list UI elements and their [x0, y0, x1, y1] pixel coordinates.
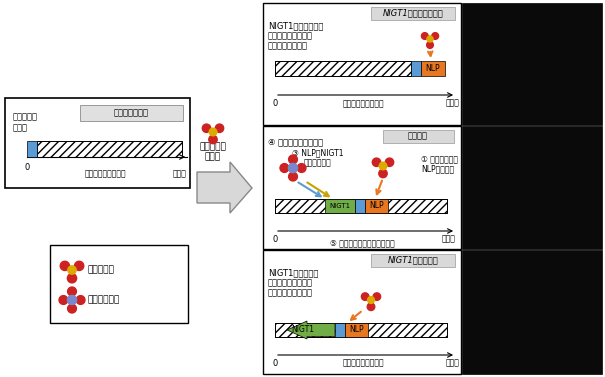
Text: り窒酸輸送体の発現: り窒酸輸送体の発現 [268, 31, 313, 40]
Circle shape [68, 287, 76, 296]
Bar [275, 199, 447, 213]
Bar [275, 323, 447, 337]
Text: NIGT1ノックアウト体: NIGT1ノックアウト体 [382, 9, 443, 17]
Text: ③ NLPがNIGT1
の発現を誘導: ③ NLPがNIGT1 の発現を誘導 [292, 148, 344, 168]
Bar [275, 61, 411, 76]
Bar [462, 126, 602, 249]
Circle shape [59, 296, 68, 304]
Text: 窒酸輸送体の発現量: 窒酸輸送体の発現量 [84, 170, 126, 178]
Text: NIGT1の効果が強: NIGT1の効果が強 [268, 268, 318, 277]
Circle shape [209, 128, 217, 136]
Bar [371, 7, 455, 20]
Text: 0: 0 [272, 234, 278, 244]
Bar [275, 199, 447, 213]
Bar [5, 98, 190, 188]
Circle shape [68, 304, 76, 313]
Text: 0: 0 [24, 164, 30, 173]
Circle shape [367, 303, 374, 311]
Circle shape [74, 261, 83, 270]
Circle shape [432, 33, 439, 39]
Bar [462, 250, 602, 374]
Text: 0: 0 [272, 359, 278, 368]
Bar [383, 130, 454, 143]
Bar [37, 141, 182, 157]
Text: まり窒酸輸送体の発: まり窒酸輸送体の発 [268, 278, 313, 287]
Text: 0: 0 [272, 98, 278, 107]
Circle shape [280, 164, 289, 172]
Text: 最大値: 最大値 [173, 170, 187, 178]
Bar [37, 141, 182, 157]
Text: 窒酸イオンなし: 窒酸イオンなし [114, 109, 148, 118]
Text: 最大値: 最大値 [442, 234, 456, 244]
Bar [27, 141, 37, 157]
Text: 最大値: 最大値 [446, 359, 460, 368]
Text: ⑤ 窒酸輸送体の拮抗的な制御: ⑤ 窒酸輸送体の拮抗的な制御 [330, 239, 394, 247]
Bar [275, 61, 411, 76]
Circle shape [68, 266, 76, 274]
Circle shape [67, 296, 77, 305]
Text: リン酸イオン: リン酸イオン [88, 296, 120, 305]
Circle shape [372, 158, 381, 167]
Circle shape [60, 261, 70, 270]
Circle shape [427, 36, 433, 42]
Text: 窒酸輸送体の発現量: 窒酸輸送体の発現量 [342, 359, 384, 368]
Bar [263, 250, 461, 374]
Bar [355, 199, 365, 213]
Bar [365, 199, 388, 213]
Text: 窒酸輸送体の発現量: 窒酸輸送体の発現量 [342, 100, 384, 109]
Text: 窒酸輸送体: 窒酸輸送体 [13, 112, 38, 121]
Polygon shape [197, 162, 252, 213]
Bar [263, 3, 461, 125]
Circle shape [67, 274, 77, 283]
Text: NIGT1: NIGT1 [330, 203, 350, 209]
Circle shape [379, 162, 387, 170]
Bar [462, 3, 602, 125]
Bar [345, 323, 368, 337]
Text: 遷伝子: 遷伝子 [13, 123, 28, 132]
Bar [371, 254, 455, 267]
Circle shape [289, 172, 298, 181]
Text: NIGT1: NIGT1 [292, 325, 315, 334]
Text: NLP: NLP [349, 325, 364, 334]
Text: ④ リンシグナルの統合: ④ リンシグナルの統合 [268, 138, 323, 147]
Circle shape [379, 169, 387, 178]
Circle shape [209, 135, 217, 144]
Bar [80, 105, 183, 121]
Circle shape [422, 33, 428, 39]
Circle shape [385, 158, 394, 167]
Circle shape [361, 293, 369, 300]
Text: 窒酸イオン: 窒酸イオン [88, 265, 115, 274]
Text: ① 窒酸イオンが
NLPを活性化: ① 窒酸イオンが NLPを活性化 [421, 154, 458, 174]
Text: 最大値: 最大値 [446, 98, 460, 107]
Circle shape [215, 124, 224, 132]
Text: 量が高く保たれる: 量が高く保たれる [268, 41, 308, 50]
Text: NLP: NLP [426, 64, 440, 73]
Circle shape [202, 124, 211, 132]
Circle shape [368, 297, 374, 303]
Text: NIGT1過剰発現体: NIGT1過剰発現体 [388, 256, 439, 265]
Circle shape [289, 163, 298, 173]
Circle shape [76, 296, 85, 304]
Text: 窒酸イオン
の添加: 窒酸イオン の添加 [200, 142, 226, 162]
Circle shape [297, 164, 306, 172]
Text: 野生型株: 野生型株 [408, 132, 428, 141]
Circle shape [373, 293, 381, 300]
Bar [411, 61, 421, 76]
Bar [335, 323, 345, 337]
Circle shape [427, 41, 433, 48]
Bar [50, 245, 188, 323]
Text: 現量が低く保たれる: 現量が低く保たれる [268, 288, 313, 297]
Bar [325, 199, 355, 213]
Bar [421, 61, 445, 76]
Circle shape [289, 155, 298, 164]
Bar [275, 323, 447, 337]
Text: NLP: NLP [369, 201, 384, 210]
Text: NIGT1の効果が弱ま: NIGT1の効果が弱ま [268, 21, 324, 30]
Bar [263, 126, 461, 249]
FancyArrow shape [287, 321, 335, 339]
